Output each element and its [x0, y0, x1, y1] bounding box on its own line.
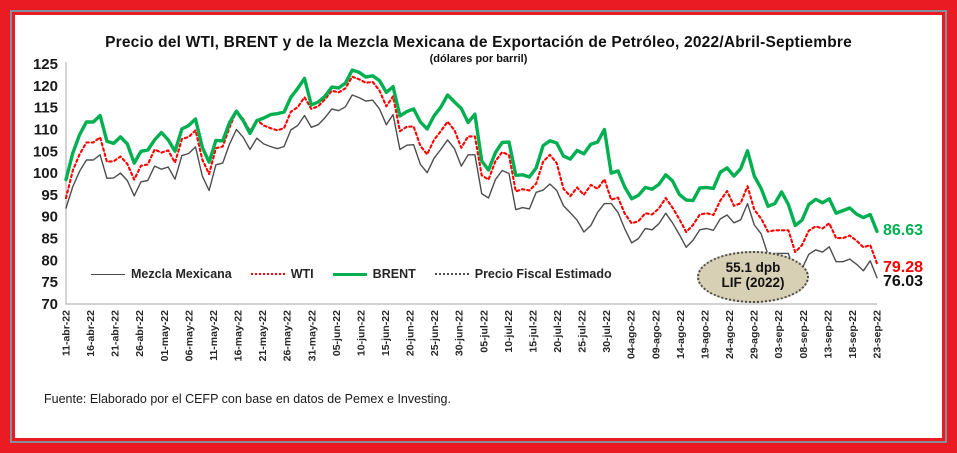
- legend-label-mezcla-mexicana: Mezcla Mexicana: [131, 267, 232, 281]
- legend-item-brent: BRENT: [332, 267, 416, 281]
- legend-item-wti: WTI: [250, 267, 314, 281]
- x-axis-label: 11-abr-22: [61, 310, 73, 356]
- x-axis-label: 30-jul-22: [601, 310, 613, 353]
- y-axis-label: 80: [41, 252, 58, 269]
- x-axis-label: 21-abr-22: [110, 310, 122, 357]
- x-axis-label: 24-ago-22: [724, 310, 736, 359]
- x-axis-label: 05-jul-22: [478, 310, 490, 353]
- x-axis-label: 05-jun-22: [331, 310, 343, 356]
- x-axis-label: 25-jun-22: [429, 310, 441, 356]
- y-axis-label: 125: [33, 56, 58, 73]
- source-note: Fuente: Elaborado por el CEFP con base e…: [44, 392, 451, 406]
- lif-annotation-value: 55.1 dpb: [725, 260, 781, 275]
- y-axis-label: 90: [41, 209, 58, 226]
- x-axis-label: 23-sep-22: [872, 310, 884, 359]
- chart-panel: Precio del WTI, BRENT y de la Mezcla Mex…: [12, 12, 945, 441]
- legend-label-precio-fiscal-estimado: Precio Fiscal Estimado: [474, 267, 612, 281]
- series-line-brent: [64, 68, 879, 234]
- x-axis-label: 04-ago-22: [626, 310, 638, 359]
- x-axis-label: 10-jun-22: [355, 310, 367, 356]
- y-axis-label: 70: [41, 296, 58, 313]
- y-axis-label: 105: [33, 143, 58, 160]
- legend: Mezcla Mexicana WTI BRENT Precio Fiscal …: [91, 267, 612, 281]
- precio-fiscal-dotted-line-sample-icon: [434, 273, 469, 275]
- y-axis-label: 95: [41, 187, 58, 204]
- legend-label-wti: WTI: [290, 267, 314, 281]
- x-axis-label: 09-ago-22: [650, 310, 662, 359]
- x-axis-label: 15-jun-22: [380, 310, 392, 356]
- x-axis-label: 01-may-22: [159, 310, 171, 362]
- x-axis-label: 26-may-22: [282, 310, 294, 362]
- x-axis-label: 13-sep-22: [822, 310, 834, 359]
- x-axis-label: 29-ago-22: [749, 310, 761, 359]
- end-label-mezcla: 76.03: [883, 273, 924, 290]
- x-axis-label: 10-jul-22: [503, 310, 515, 353]
- x-axis-label: 03-sep-22: [773, 310, 785, 359]
- x-axis-label: 26-abr-22: [134, 310, 146, 357]
- lif-annotation-label: LIF (2022): [721, 275, 785, 290]
- end-label-brent: 86.63: [883, 222, 924, 239]
- series-line-mezcla-mexicana: [65, 94, 878, 279]
- legend-item-mezcla-mexicana: Mezcla Mexicana: [91, 267, 232, 281]
- x-axis-label: 06-may-22: [183, 310, 195, 362]
- wti-dotted-line-sample-icon: [250, 273, 285, 275]
- y-axis-label: 110: [34, 121, 58, 138]
- chart-subtitle: (dólares por barril): [429, 53, 528, 65]
- y-axis-label: 120: [33, 78, 58, 95]
- y-axis-label: 100: [33, 165, 58, 182]
- x-axis-label: 16-abr-22: [85, 310, 97, 357]
- x-axis-label: 30-jun-22: [454, 310, 466, 356]
- y-axis-label: 115: [34, 100, 58, 117]
- legend-label-brent: BRENT: [372, 267, 416, 281]
- x-axis-label: 08-sep-22: [798, 310, 810, 359]
- series-line-wti: [64, 75, 879, 265]
- x-axis-label: 14-ago-22: [675, 310, 687, 359]
- mezcla-line-sample-icon: [91, 273, 125, 275]
- frame-pinstripe: Precio del WTI, BRENT y de la Mezcla Mex…: [10, 10, 947, 443]
- brent-line-sample-icon: [332, 272, 367, 276]
- x-axis-label: 16-may-22: [233, 310, 245, 362]
- chart-title: Precio del WTI, BRENT y de la Mezcla Mex…: [105, 34, 852, 51]
- lif-annotation-ellipse: 55.1 dpb LIF (2022): [697, 251, 809, 303]
- end-label-wti: 79.28: [883, 259, 924, 276]
- x-axis-label: 20-jun-22: [405, 310, 417, 356]
- x-axis-label: 21-may-22: [257, 310, 269, 362]
- x-axis-label: 18-sep-22: [847, 310, 859, 359]
- axis-lines: [65, 62, 877, 305]
- y-axis-label: 85: [41, 231, 58, 248]
- x-axis-label: 25-jul-22: [577, 310, 589, 353]
- x-axis-label: 19-ago-22: [699, 310, 711, 359]
- x-axis-label: 11-may-22: [208, 310, 220, 361]
- x-axis-label: 15-jul-22: [527, 310, 539, 353]
- legend-item-precio-fiscal-estimado: Precio Fiscal Estimado: [434, 267, 612, 281]
- x-axis-label: 31-may-22: [306, 310, 318, 362]
- y-axis-label: 75: [41, 274, 58, 291]
- x-axis-label: 20-jul-22: [552, 310, 564, 353]
